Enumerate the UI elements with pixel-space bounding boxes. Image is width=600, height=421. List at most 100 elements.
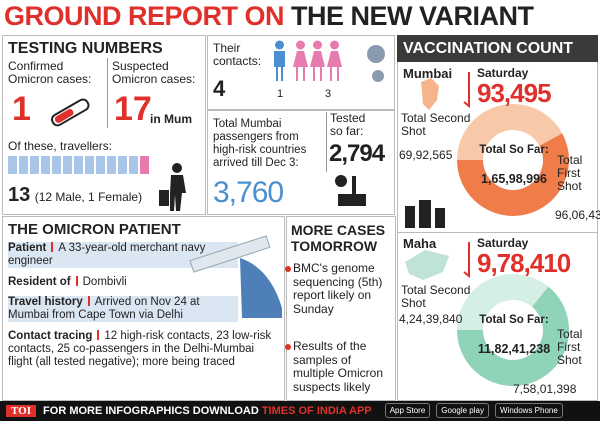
body [293,51,309,81]
donut-first-shot [457,286,569,386]
total-value: 11,82,41,238 [477,342,551,356]
person-icon [310,40,326,81]
test-tube-icon [51,98,90,127]
traveller-block [63,156,72,174]
traveller-blocks [8,156,151,176]
test-icon [335,175,366,206]
body [274,51,285,81]
unit: in Mum [150,112,192,126]
value: 4 [213,76,226,101]
day-count: 9,78,410 [477,248,571,278]
first-label: Total First Shot [557,153,583,193]
donut-second-shot [457,104,563,160]
body [327,51,343,81]
donut-first-shot [457,133,569,216]
patient-row: Travel history Arrived on Nov 24 at Mumba… [8,296,238,322]
patient-text: A 33-year-old merchant navy engineer [8,242,206,267]
patient-key: Resident of [8,276,71,288]
bracket [463,72,470,109]
divider [397,232,598,233]
more-cases-box [286,216,396,401]
title-black: THE NEW VARIANT [291,1,534,31]
donut-chart [405,72,569,228]
patient-text: Arrived on Nov 24 at Mumbai from Cape To… [8,296,200,321]
contact-icons [272,40,344,84]
value: 2,794 [329,140,385,167]
patient-row: Contact tracing 12 high-risk contacts, 23… [8,330,278,369]
label: Tested so far: [330,111,366,138]
traveller-block [74,156,83,174]
patient-box [2,216,285,401]
day-label: Saturday [477,66,529,80]
footer-app: TIMES OF INDIA APP [261,405,372,417]
total-label: Total So Far: [479,314,549,326]
patient-key: Travel history [8,296,83,308]
total-label: Total So Far: [479,144,549,156]
store-badge[interactable]: Windows Phone [494,403,563,418]
title-red: GROUND REPORT ON [4,1,285,31]
value: 17 [114,90,152,128]
divider [107,58,108,128]
patient-row: Patient A 33-year-old merchant navy engin… [8,242,238,268]
map-icon [421,78,439,110]
traveller-block [19,156,28,174]
donut-chart [405,242,569,386]
person-icon [274,40,285,81]
traveller-block [52,156,61,174]
second-value: 4,24,39,840 [399,312,463,326]
second-label: Total Second Shot [401,283,471,310]
footer-text: FOR MORE INFOGRAPHICS DOWNLOAD [43,405,259,417]
second-label: Total Second Shot [401,111,471,138]
value: 3,760 [213,176,284,209]
section-title: MORE CASES TOMORROW [291,222,386,254]
people-icon [405,200,445,228]
first-value: 7,58,01,398 [513,382,577,396]
title: GROUND REPORT ON THE NEW VARIANT [4,1,534,32]
separator [87,296,90,306]
total-value: 1,65,98,996 [480,172,548,186]
label: Of these, travellers: [8,139,113,153]
bullet-dot [285,344,291,350]
traveller-block [41,156,50,174]
day-label: Saturday [477,236,529,250]
female-count: 3 [325,88,332,100]
traveller-block [118,156,127,174]
bullet: Results of the samples of multiple Omicr… [285,339,391,394]
brand: TOI [6,405,36,417]
value: 1 [12,90,31,128]
head [275,40,284,50]
second-value: 69,92,565 [399,148,453,162]
traveller-block [96,156,105,174]
region-name: Maha [403,236,437,251]
person-icon [293,40,309,81]
traveller-block [140,156,149,174]
label: Confirmed Omicron cases: [8,59,92,86]
region-name: Mumbai [403,66,453,81]
head [330,40,340,50]
section-title: TESTING NUMBERS [8,40,163,57]
patient-text: Dombivli [82,276,127,288]
value: 13 [8,184,31,206]
section-title: VACCINATION COUNT [397,35,598,62]
bracket [463,242,470,279]
section-title: THE OMICRON PATIENT [8,221,181,238]
traveller-block [107,156,116,174]
detail: (12 Male, 1 Female) [34,190,143,204]
person-icon [327,40,343,81]
traveller-block [8,156,17,174]
bullet: BMC's genome sequencing (5th) report lik… [285,261,391,316]
first-value: 96,06,43 [555,208,600,222]
passengers-box [207,110,395,215]
day-count: 93,495 [477,78,552,108]
traveller-block [129,156,138,174]
separator [51,242,54,252]
syringe-image [189,235,282,318]
donut-second-shot [457,274,549,330]
store-badge[interactable]: App Store [384,403,431,418]
bullet-dot [285,266,291,272]
travellers-line: 13 (12 Male, 1 Female) [8,184,142,207]
store-badge[interactable]: Google play [436,403,489,418]
testing-box [2,35,206,215]
male-count: 1 [277,88,284,100]
